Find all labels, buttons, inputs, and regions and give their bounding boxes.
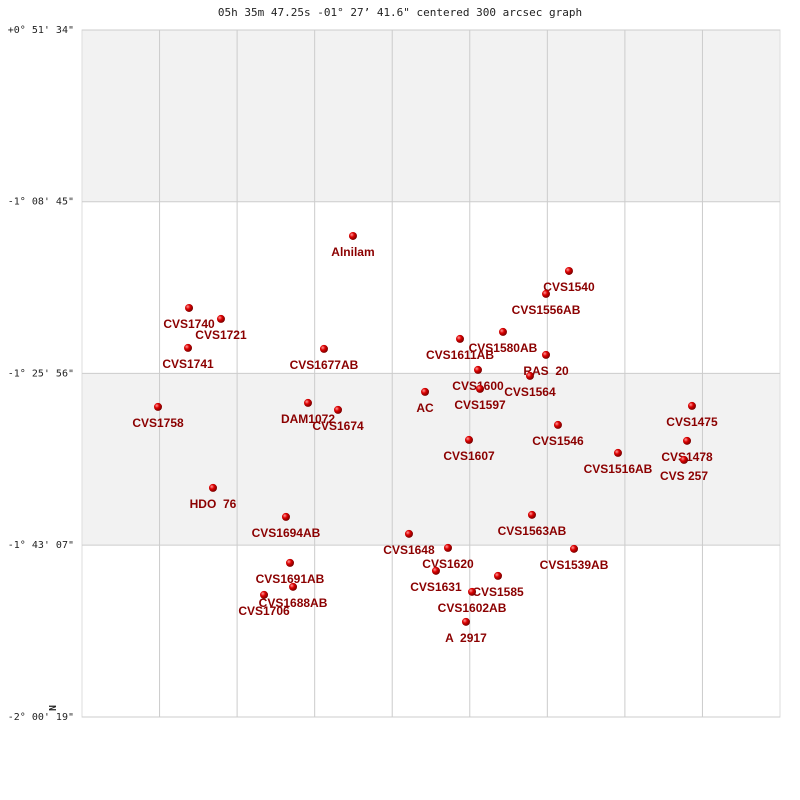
band [82,373,780,546]
star-point [184,343,193,352]
star-label: CVS1546 [532,434,584,448]
star-point [613,448,622,457]
star-point [185,303,194,312]
star-label: CVS1706 [238,604,290,618]
star-label: A 2917 [445,631,487,645]
star-label: CVS1688AB [259,596,328,610]
band [82,201,780,374]
star-label: CVS1597 [454,398,506,412]
star-label: CVS1691AB [256,572,325,586]
star-label: AC [416,401,434,415]
y-tick-label: -1° 08' 45" [8,197,74,208]
star-point [319,344,328,353]
star-point [348,231,357,240]
star-label: CVS1648 [383,543,435,557]
star-label: CVS1677AB [290,358,359,372]
star-label: CVS1758 [132,416,184,430]
star-point [679,455,688,464]
star-point [687,401,696,410]
star-point [431,566,440,575]
star-label: CVS1694AB [252,526,321,540]
star-label: CVS1540 [543,280,595,294]
bands [82,30,780,717]
star-label: CVS1741 [162,357,214,371]
star-label: CVS1620 [422,557,474,571]
star-point [553,420,562,429]
star-point [527,510,536,519]
star-point [154,402,163,411]
star-point [542,350,551,359]
star-label: RAS 20 [523,364,569,378]
star-label: CVS1478 [661,450,713,464]
star-point [473,365,482,374]
y-tick-label: -2° 00' 19" [8,712,74,723]
star-point [542,289,551,298]
star-point [494,571,503,580]
star-point [281,512,290,521]
star-label: CVS1740 [163,317,215,331]
star-point [216,314,225,323]
star-point [404,529,413,538]
star-label: CVS1564 [504,385,556,399]
y-tick-label: -1° 25' 56" [8,368,74,379]
star-point [683,436,692,445]
star-label: CVS1539AB [540,558,609,572]
star-point [208,483,217,492]
star-label: CVS1611AB [426,348,494,362]
star-point [476,384,485,393]
star-point [286,558,295,567]
band [82,545,780,717]
star-point [465,435,474,444]
star-label: CVS1721 [195,328,247,342]
star-point [564,266,573,275]
star-label: Alnilam [331,245,374,259]
star-label: CVS 257 [660,469,708,483]
star-label: CVS1580AB [469,341,538,355]
star-label: CVS1563AB [498,524,567,538]
star-point [570,544,579,553]
band [82,30,780,202]
star-point [289,582,298,591]
star-label: CVS1631 [410,580,462,594]
star-point [260,590,269,599]
star-label: CVS1674 [312,419,364,433]
star-label: HDO 76 [190,497,237,511]
star-point [456,334,465,343]
star-label: CVS1516AB [584,462,653,476]
y-tick-label: -1° 43' 07" [8,540,74,551]
star-label: CVS1585 [472,585,524,599]
star-point [421,387,430,396]
star-point [461,617,470,626]
y-tick-label: +0° 51' 34" [8,25,74,36]
chart-title: 05h 35m 47.25s -01° 27’ 41.6" centered 3… [218,6,582,19]
star-point [303,398,312,407]
star-point [334,405,343,414]
star-label: CVS1556AB [512,303,581,317]
star-label: CVS1475 [666,415,718,429]
star-label: CVS1602AB [438,601,507,615]
star-label: CVS1607 [443,449,495,463]
star-point [443,543,452,552]
north-label: N [48,705,59,711]
star-point [468,587,477,596]
star-point [525,371,534,380]
star-label: DAM1072 [281,412,335,426]
star-point [498,327,507,336]
